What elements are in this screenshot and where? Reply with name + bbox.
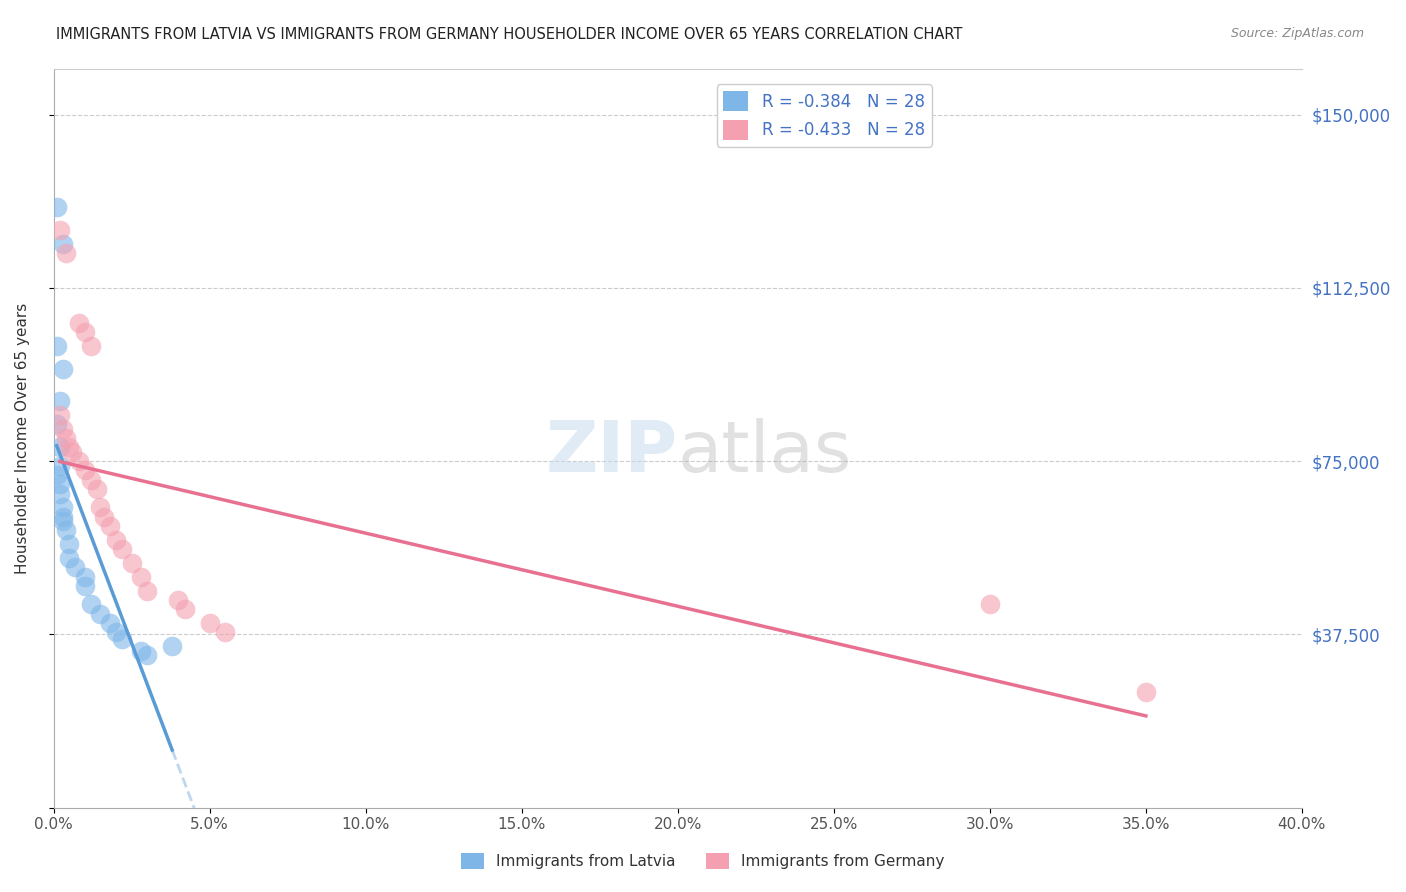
Point xyxy=(129,643,152,657)
Point xyxy=(49,441,72,455)
Point xyxy=(52,500,75,515)
Point xyxy=(45,417,67,432)
Point xyxy=(80,473,103,487)
Point xyxy=(98,615,121,630)
Y-axis label: Householder Income Over 65 years: Householder Income Over 65 years xyxy=(15,302,30,574)
Point xyxy=(73,570,96,584)
Point xyxy=(86,482,108,496)
Point xyxy=(49,394,72,409)
Point xyxy=(55,524,77,538)
Point xyxy=(73,463,96,477)
Point xyxy=(58,537,80,551)
Point xyxy=(58,441,80,455)
Point xyxy=(45,468,67,483)
Point xyxy=(198,615,221,630)
Point xyxy=(73,325,96,339)
Point xyxy=(173,602,195,616)
Point xyxy=(80,598,103,612)
Point xyxy=(52,514,75,528)
Point xyxy=(1135,685,1157,699)
Point xyxy=(89,607,111,621)
Point xyxy=(93,509,115,524)
Point xyxy=(129,570,152,584)
Point xyxy=(58,551,80,566)
Point xyxy=(52,422,75,436)
Point xyxy=(49,486,72,500)
Point xyxy=(160,639,183,653)
Point xyxy=(60,445,83,459)
Point xyxy=(80,339,103,353)
Point xyxy=(121,556,143,570)
Point xyxy=(111,541,134,556)
Point xyxy=(214,625,236,640)
Point xyxy=(67,454,90,468)
Point xyxy=(52,361,75,376)
Point xyxy=(73,579,96,593)
Point xyxy=(105,625,128,640)
Point xyxy=(979,598,1001,612)
Point xyxy=(55,431,77,445)
Point xyxy=(136,583,159,598)
Text: Source: ZipAtlas.com: Source: ZipAtlas.com xyxy=(1230,27,1364,40)
Point xyxy=(49,223,72,237)
Point xyxy=(98,519,121,533)
Point xyxy=(105,533,128,547)
Legend: Immigrants from Latvia, Immigrants from Germany: Immigrants from Latvia, Immigrants from … xyxy=(456,847,950,875)
Text: atlas: atlas xyxy=(678,418,852,487)
Text: IMMIGRANTS FROM LATVIA VS IMMIGRANTS FROM GERMANY HOUSEHOLDER INCOME OVER 65 YEA: IMMIGRANTS FROM LATVIA VS IMMIGRANTS FRO… xyxy=(56,27,963,42)
Point xyxy=(45,339,67,353)
Point xyxy=(45,200,67,214)
Point xyxy=(49,477,72,491)
Point xyxy=(52,509,75,524)
Point xyxy=(111,632,134,646)
Point xyxy=(52,237,75,252)
Point xyxy=(49,458,72,473)
Legend: R = -0.384   N = 28, R = -0.433   N = 28: R = -0.384 N = 28, R = -0.433 N = 28 xyxy=(717,84,932,146)
Point xyxy=(49,408,72,422)
Text: ZIP: ZIP xyxy=(546,418,678,487)
Point xyxy=(67,316,90,330)
Point xyxy=(89,500,111,515)
Point xyxy=(65,560,87,574)
Point xyxy=(167,592,190,607)
Point xyxy=(55,246,77,260)
Point xyxy=(136,648,159,663)
